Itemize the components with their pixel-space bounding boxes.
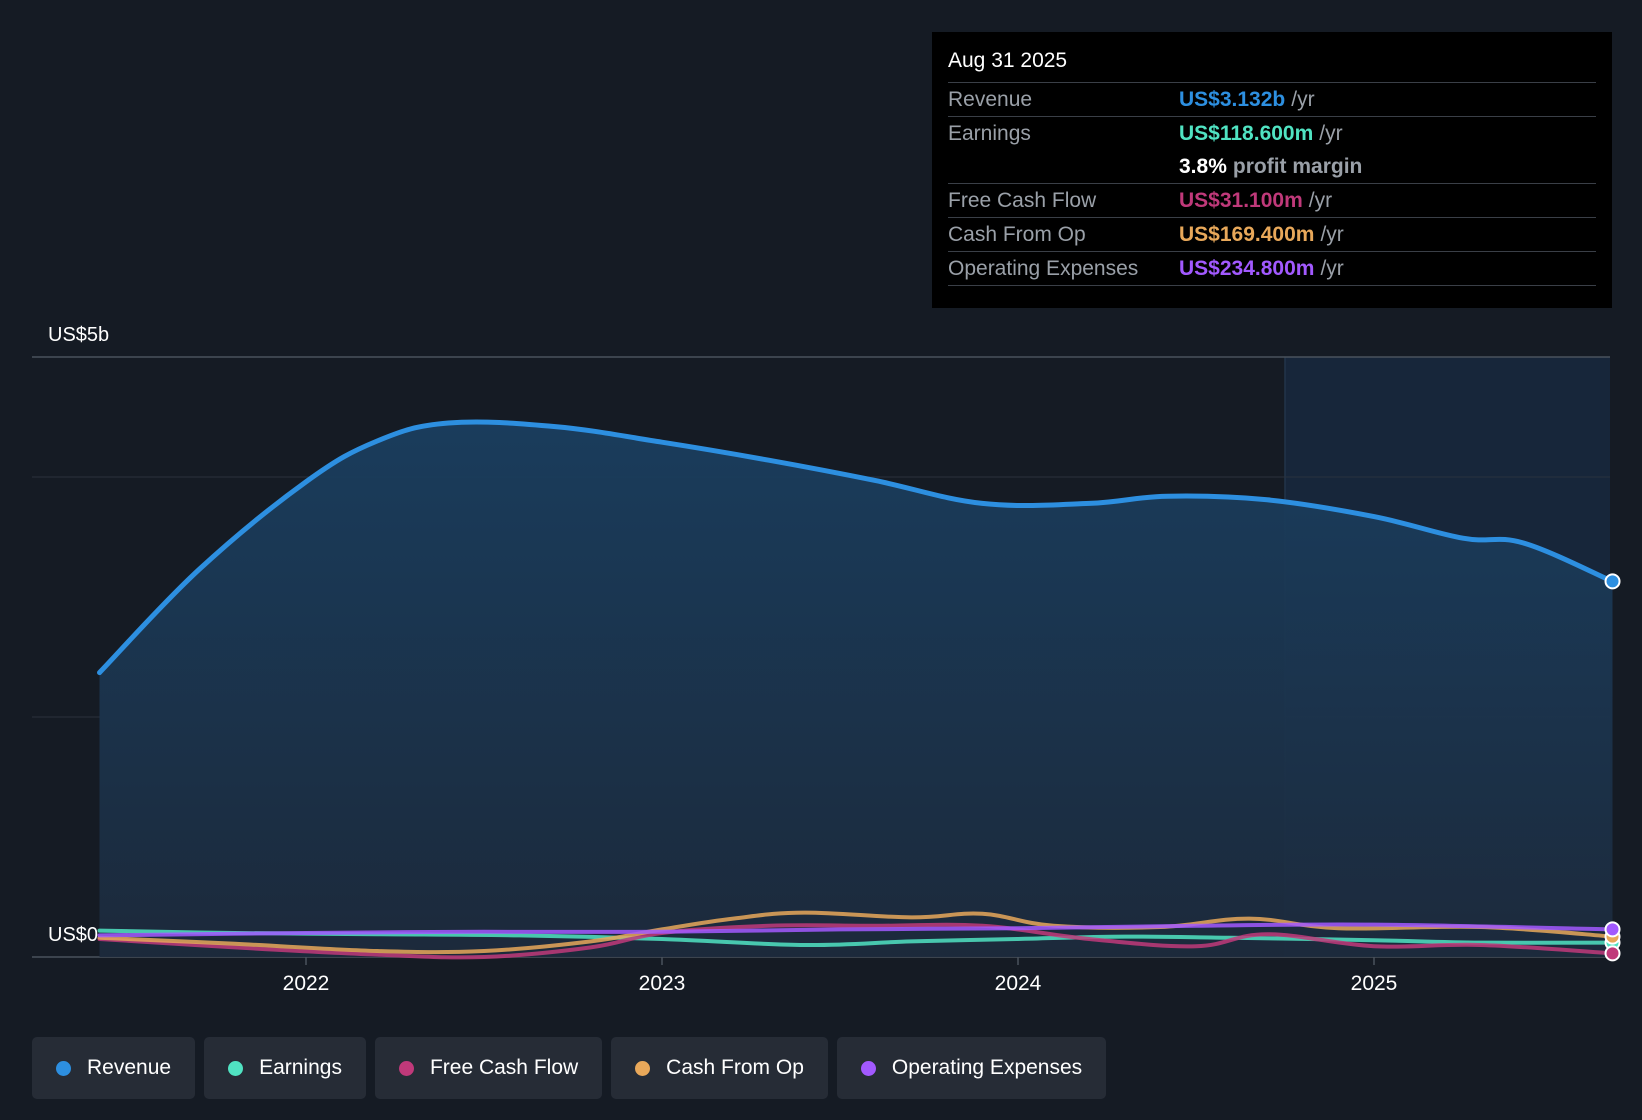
legend-item-cash-from-op[interactable]: Cash From Op — [611, 1037, 828, 1099]
x-axis-ticks: 2022 2023 2024 2025 — [283, 957, 1398, 995]
legend-item-earnings[interactable]: Earnings — [204, 1037, 366, 1099]
tooltip-unit: /yr — [1291, 87, 1315, 111]
legend: Revenue Earnings Free Cash Flow Cash Fro… — [32, 1037, 1107, 1099]
series-lines — [97, 419, 1615, 960]
tooltip-label: Revenue — [948, 87, 1033, 111]
legend-dot-icon — [635, 1060, 651, 1076]
tooltip-row-cash-from-op: Cash From Op US$169.400m /yr — [948, 218, 1596, 252]
end-marker-operating-expenses — [1604, 921, 1621, 938]
legend-dot-icon — [56, 1060, 71, 1076]
series-line-free-cash-flow — [97, 922, 1615, 960]
tooltip-value-earnings: US$118.600m — [1179, 121, 1314, 145]
legend-item-operating-expenses[interactable]: Operating Expenses — [836, 1037, 1107, 1099]
y-axis-top-label: US$5b — [48, 324, 109, 346]
x-tick-label: 2025 — [1351, 972, 1398, 995]
legend-dot-icon — [860, 1060, 876, 1076]
tooltip-row-earnings: Earnings US$118.600m /yr — [948, 117, 1596, 150]
y-axis-bottom-label: US$0 — [48, 924, 98, 946]
x-tick-label: 2023 — [639, 972, 686, 995]
tooltip-unit: /yr — [1319, 121, 1343, 145]
x-tick-label: 2024 — [995, 972, 1042, 995]
series-line-operating-expenses — [97, 922, 1615, 938]
tooltip-label: Cash From Op — [948, 222, 1086, 246]
legend-label: Revenue — [87, 1056, 172, 1079]
legend-label: Earnings — [259, 1056, 342, 1079]
legend-item-free-cash-flow[interactable]: Free Cash Flow — [374, 1037, 603, 1099]
series-line-revenue — [97, 419, 1615, 676]
tooltip-row-free-cash-flow: Free Cash Flow US$31.100m /yr — [948, 184, 1596, 218]
tooltip-panel: Aug 31 2025 Revenue US$3.132b /yr Earnin… — [932, 32, 1612, 308]
end-marker-revenue — [1604, 573, 1621, 590]
tooltip-row-operating-expenses: Operating Expenses US$234.800m /yr — [948, 252, 1596, 286]
x-tick-label: 2022 — [283, 972, 330, 995]
legend-label: Cash From Op — [666, 1056, 804, 1079]
tooltip-margin-text: profit margin — [1232, 154, 1363, 178]
tooltip-value-cash-from-op: US$169.400m — [1179, 222, 1315, 246]
tooltip-value-revenue: US$3.132b — [1179, 87, 1286, 111]
revenue-area — [99, 421, 1613, 957]
tooltip-margin-value: 3.8% — [1179, 154, 1227, 178]
legend-dot-icon — [398, 1060, 414, 1076]
tooltip-label: Earnings — [948, 121, 1031, 145]
tooltip-value-free-cash-flow: US$31.100m — [1179, 188, 1303, 212]
legend-item-revenue[interactable]: Revenue — [32, 1037, 196, 1099]
tooltip-row-margin: 3.8% profit margin — [948, 150, 1596, 184]
tooltip-unit: /yr — [1308, 188, 1333, 212]
tooltip-label: Free Cash Flow — [948, 188, 1097, 212]
legend-dot-icon — [228, 1060, 244, 1076]
tooltip-label: Operating Expenses — [948, 256, 1139, 280]
legend-label: Operating Expenses — [891, 1056, 1083, 1079]
end-marker-free-cash-flow — [1604, 945, 1621, 962]
legend-label: Free Cash Flow — [429, 1056, 579, 1079]
tooltip-unit: /yr — [1320, 222, 1344, 246]
tooltip-value-operating-expenses: US$234.800m — [1179, 256, 1315, 280]
tooltip-unit: /yr — [1320, 256, 1344, 280]
tooltip-row-revenue: Revenue US$3.132b /yr — [948, 83, 1596, 117]
tooltip-date: Aug 31 2025 — [948, 46, 1596, 83]
end-markers — [1604, 573, 1621, 962]
